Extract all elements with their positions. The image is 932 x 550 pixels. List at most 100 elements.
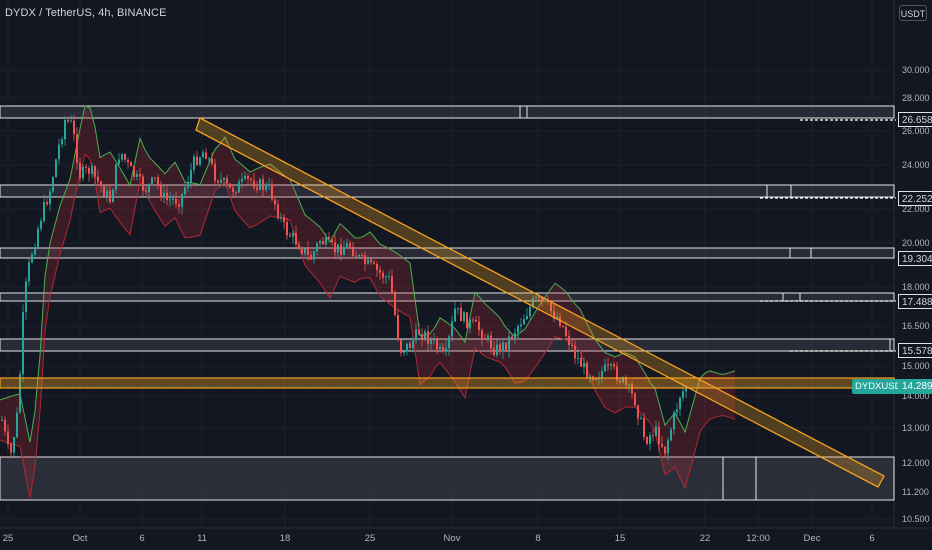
candle [136, 170, 138, 181]
candle [343, 240, 345, 256]
candle [424, 328, 426, 342]
candle [475, 316, 477, 322]
candle [427, 325, 429, 351]
candle [385, 274, 387, 284]
candle [64, 116, 66, 146]
candle [241, 172, 243, 189]
candle [337, 244, 339, 260]
candle [142, 173, 144, 199]
time-tick-label: Dec [804, 533, 821, 544]
candle [22, 304, 24, 382]
candle [403, 351, 405, 356]
level-tag-22: 22.252 [898, 191, 932, 206]
downtrend-channel[interactable] [195, 117, 885, 488]
candle [457, 307, 459, 315]
candle [190, 162, 192, 188]
price-tick-label: 10.500 [902, 514, 930, 524]
zone-bottom [0, 456, 895, 501]
candle [52, 176, 54, 194]
candle [46, 198, 48, 207]
candle [400, 339, 402, 357]
candle [175, 191, 177, 209]
candle [58, 139, 60, 165]
candle [421, 327, 423, 346]
time-axis[interactable]: 25 Oct 6 11 18 25 Nov 8 15 22 12:00 Dec 6 [0, 527, 932, 544]
cloud-span-b [0, 153, 736, 498]
candle [82, 164, 84, 182]
candle [361, 252, 363, 260]
candle [484, 333, 486, 340]
candle [460, 302, 462, 322]
candle [469, 314, 471, 334]
candle [571, 339, 573, 351]
candle [568, 330, 570, 353]
zone-top [0, 105, 895, 119]
candle [451, 315, 453, 342]
level-zones[interactable] [0, 105, 895, 501]
candle [76, 126, 78, 170]
price-tick-label: 22.000 [902, 204, 930, 214]
candle [253, 172, 255, 191]
candle [145, 185, 147, 195]
candle [256, 180, 258, 194]
candle [664, 446, 666, 457]
candle [652, 428, 654, 442]
symbol-title[interactable]: DYDX / TetherUS, 4h, BINANCE [5, 7, 167, 19]
candle [418, 323, 420, 335]
candle [184, 182, 186, 197]
candle [370, 258, 372, 265]
candle [649, 431, 651, 451]
candle [193, 153, 195, 174]
candle [229, 183, 231, 189]
candle [520, 317, 522, 333]
candle [40, 218, 42, 232]
level-tag-15: 15.578 [898, 343, 932, 358]
candle [577, 351, 579, 365]
candle [127, 157, 129, 169]
price-tick-label: 18.000 [902, 282, 930, 292]
currency-button[interactable]: USDT [899, 5, 927, 21]
candle [373, 259, 375, 265]
candle [397, 309, 399, 342]
candle [634, 391, 636, 407]
time-tick-label: 25 [365, 533, 376, 544]
candle [589, 374, 591, 384]
level-tag-19: 19.304 [898, 251, 932, 266]
candle [292, 229, 294, 244]
candle [166, 185, 168, 206]
candle [502, 340, 504, 360]
candle [637, 404, 639, 426]
candle [283, 213, 285, 229]
candle [508, 329, 510, 358]
candle [406, 343, 408, 356]
candle [130, 160, 132, 167]
candlesticks[interactable] [1, 114, 687, 461]
candle [646, 435, 648, 446]
candle [334, 234, 336, 260]
candle [97, 169, 99, 187]
time-tick-label: 6 [139, 533, 144, 544]
candle [364, 250, 366, 272]
candle [382, 269, 384, 284]
candle [250, 176, 252, 186]
candle [94, 165, 96, 185]
price-axis[interactable]: 30.000 28.000 26.000 24.000 22.000 20.000 18.0… [902, 65, 930, 524]
candle [235, 191, 237, 196]
candle [37, 226, 39, 249]
candle [640, 414, 642, 420]
candle [163, 185, 165, 203]
candle [10, 441, 12, 459]
time-tick-label: 18 [280, 533, 291, 544]
candle [49, 188, 51, 211]
candle [517, 323, 519, 340]
candle [151, 176, 153, 186]
price-tick-label: 26.000 [902, 126, 930, 136]
candle [247, 174, 249, 185]
price-tick-label: 13.000 [902, 423, 930, 433]
candle [352, 242, 354, 257]
candle [436, 336, 438, 355]
candle [511, 334, 513, 341]
support-zone-orange[interactable] [0, 377, 895, 389]
candle [118, 152, 120, 166]
